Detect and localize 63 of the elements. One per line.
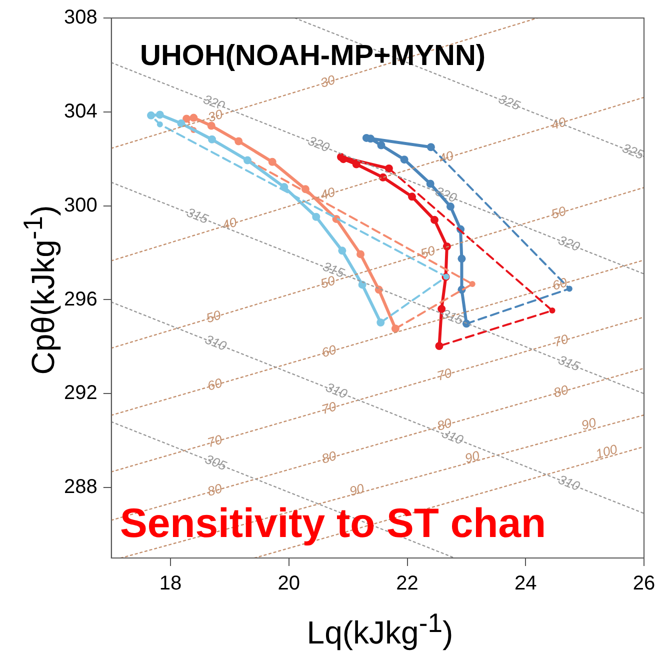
x-tick-label: 18 <box>159 572 182 595</box>
annotation: 325 <box>496 91 523 114</box>
annotation: 60 <box>206 374 224 394</box>
annotation: 80 <box>552 382 571 400</box>
point <box>208 135 216 144</box>
point <box>400 156 408 164</box>
point <box>430 216 438 224</box>
x-axis-title: Lq(kJkg$^{-1}$) <box>306 608 454 652</box>
point <box>408 192 416 201</box>
point <box>358 280 366 289</box>
y-tick-label: 300 <box>64 194 98 216</box>
annotation: 310 <box>556 472 583 494</box>
annotation: 40 <box>318 184 338 203</box>
annotation: 315 <box>556 352 583 374</box>
point <box>268 158 276 166</box>
point <box>156 121 163 128</box>
point <box>190 114 198 122</box>
point <box>469 281 476 288</box>
annotation: 305 <box>203 451 230 474</box>
annotation: 80 <box>320 448 339 466</box>
point <box>336 152 345 161</box>
text: UHOH(NOAH-MP+MYNN) <box>140 40 486 73</box>
annotation: 50 <box>204 307 224 326</box>
x-tick-label: 24 <box>514 572 537 595</box>
point <box>356 250 365 258</box>
point <box>338 246 346 255</box>
point <box>280 183 288 192</box>
annotation: 100 <box>594 441 620 462</box>
point <box>243 156 252 164</box>
point <box>446 202 454 211</box>
point <box>312 212 320 221</box>
x-tick-label: 20 <box>278 572 300 595</box>
annotation: 70 <box>206 431 224 450</box>
annotation: 70 <box>435 364 454 384</box>
annotation: 90 <box>463 448 482 466</box>
y-tick-label: 288 <box>64 476 98 498</box>
point <box>549 308 556 314</box>
point <box>442 242 451 250</box>
x-tick-label: 22 <box>396 572 418 595</box>
point <box>301 185 310 194</box>
y-tick-label: 304 <box>64 100 98 122</box>
point <box>234 137 243 146</box>
annotation: 80 <box>206 480 224 499</box>
y-tick-label: 292 <box>64 382 98 404</box>
point <box>207 122 216 130</box>
annotation: 90 <box>580 414 598 433</box>
point <box>377 141 386 150</box>
point <box>458 254 466 263</box>
y-tick-label: 308 <box>64 6 98 29</box>
y-tick-label: 296 <box>64 288 98 310</box>
annotation: 315 <box>184 204 212 227</box>
point <box>177 119 186 128</box>
annotation: 50 <box>549 203 568 222</box>
point <box>566 286 572 292</box>
point <box>156 110 164 119</box>
x-tick-label: 26 <box>632 572 656 595</box>
annotation: 320 <box>306 132 332 156</box>
point <box>426 180 434 188</box>
annotation: 70 <box>552 331 571 350</box>
annotation: 325 <box>620 140 647 162</box>
annotation: 70 <box>320 398 339 418</box>
annotation: 60 <box>320 342 339 360</box>
annotation: 30 <box>318 72 338 91</box>
